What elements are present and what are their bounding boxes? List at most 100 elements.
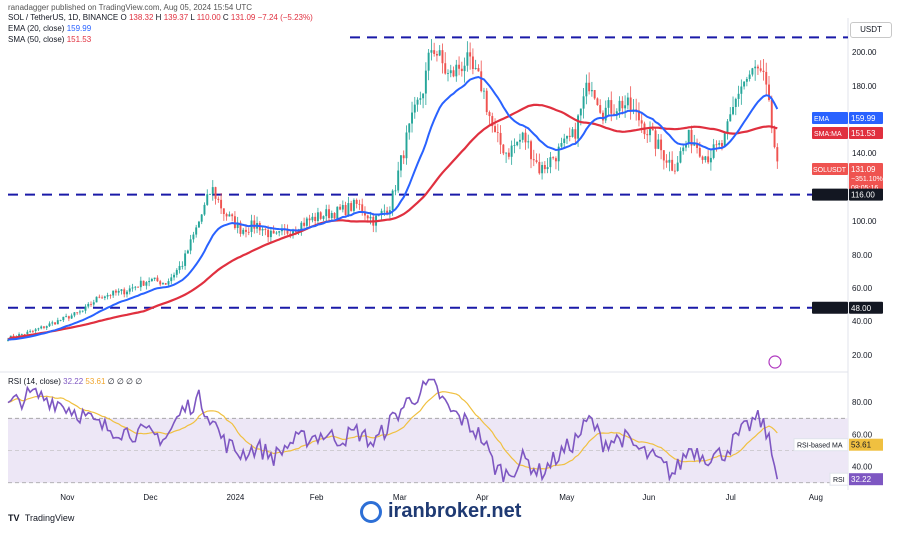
candle-body[interactable] (26, 331, 29, 335)
candle-body[interactable] (723, 133, 726, 147)
candle-body[interactable] (422, 93, 425, 99)
candle-body[interactable] (433, 50, 436, 54)
candle-body[interactable] (770, 100, 773, 129)
candle-body[interactable] (640, 120, 643, 124)
candle-body[interactable] (518, 139, 521, 142)
candle-body[interactable] (245, 229, 247, 232)
candle-body[interactable] (222, 208, 225, 215)
candle-body[interactable] (447, 73, 449, 74)
candle-body[interactable] (419, 98, 422, 100)
candle-body[interactable] (300, 222, 303, 232)
candle-body[interactable] (51, 322, 54, 324)
candle-body[interactable] (339, 206, 342, 210)
candle-body[interactable] (424, 70, 427, 94)
candle-body[interactable] (593, 90, 596, 99)
candle-body[interactable] (162, 283, 164, 285)
candle-body[interactable] (269, 230, 272, 238)
candle-body[interactable] (236, 222, 239, 228)
candle-body[interactable] (253, 220, 256, 229)
candle-body[interactable] (43, 326, 45, 328)
candle-body[interactable] (610, 100, 613, 114)
candle-body[interactable] (397, 170, 400, 191)
candle-body[interactable] (267, 229, 270, 238)
candle-body[interactable] (109, 295, 112, 296)
candle-body[interactable] (729, 114, 732, 122)
candle-body[interactable] (460, 68, 463, 72)
candle-body[interactable] (754, 66, 757, 69)
candle-body[interactable] (524, 132, 527, 143)
candle-body[interactable] (336, 206, 339, 219)
candle-body[interactable] (690, 129, 693, 146)
candle-body[interactable] (732, 107, 734, 115)
candle-body[interactable] (560, 143, 563, 147)
candle-body[interactable] (624, 105, 627, 109)
candle-body[interactable] (530, 141, 532, 160)
candle-body[interactable] (211, 187, 214, 195)
candle-body[interactable] (602, 112, 604, 121)
candle-body[interactable] (416, 99, 419, 105)
candle-body[interactable] (184, 253, 187, 266)
candle-body[interactable] (488, 112, 491, 117)
candle-body[interactable] (159, 281, 162, 285)
candle-body[interactable] (330, 212, 333, 219)
candle-body[interactable] (466, 52, 469, 66)
candle-body[interactable] (734, 98, 737, 108)
candle-body[interactable] (350, 203, 353, 211)
candle-body[interactable] (123, 289, 126, 295)
candle-body[interactable] (59, 320, 62, 321)
candle-body[interactable] (637, 110, 640, 121)
candle-body[interactable] (366, 215, 369, 219)
candle-body[interactable] (137, 286, 140, 288)
candle-body[interactable] (70, 315, 73, 319)
candle-body[interactable] (231, 214, 234, 217)
alert-bolt-icon[interactable] (768, 355, 782, 369)
candle-body[interactable] (369, 216, 372, 219)
candle-body[interactable] (696, 142, 699, 148)
candle-body[interactable] (571, 129, 574, 137)
candle-body[interactable] (292, 231, 294, 236)
candle-body[interactable] (45, 326, 48, 328)
candle-body[interactable] (649, 129, 651, 136)
candle-body[interactable] (765, 71, 768, 85)
candle-body[interactable] (233, 216, 236, 228)
candle-body[interactable] (344, 205, 347, 216)
candle-body[interactable] (311, 216, 314, 221)
candle-body[interactable] (48, 323, 51, 327)
candle-body[interactable] (275, 232, 278, 234)
candle-body[interactable] (92, 302, 95, 305)
candle-body[interactable] (20, 334, 23, 335)
candle-body[interactable] (685, 143, 687, 148)
candle-body[interactable] (707, 156, 710, 163)
candle-body[interactable] (153, 277, 156, 280)
candle-body[interactable] (607, 100, 610, 108)
candle-body[interactable] (220, 199, 223, 209)
candle-body[interactable] (654, 130, 657, 149)
candle-body[interactable] (513, 145, 516, 146)
candle-body[interactable] (682, 147, 685, 152)
candle-body[interactable] (134, 286, 137, 288)
candle-body[interactable] (496, 132, 499, 133)
candle-body[interactable] (117, 290, 120, 293)
candle-body[interactable] (563, 138, 566, 144)
candle-body[interactable] (673, 170, 676, 172)
candle-body[interactable] (23, 334, 26, 335)
candle-body[interactable] (745, 78, 748, 82)
candle-body[interactable] (95, 296, 98, 303)
candle-body[interactable] (62, 316, 65, 321)
candle-body[interactable] (665, 160, 668, 163)
candle-body[interactable] (604, 107, 607, 121)
candle-body[interactable] (629, 97, 632, 112)
candle-body[interactable] (81, 310, 84, 312)
currency-selector[interactable]: USDT (850, 22, 892, 38)
candle-body[interactable] (217, 198, 220, 200)
candle-body[interactable] (156, 277, 159, 282)
candle-body[interactable] (618, 100, 621, 112)
candle-body[interactable] (590, 90, 593, 92)
candle-body[interactable] (715, 144, 718, 146)
candle-body[interactable] (740, 86, 743, 94)
candle-body[interactable] (430, 50, 433, 53)
candle-body[interactable] (582, 96, 585, 109)
candle-body[interactable] (474, 67, 477, 69)
candle-body[interactable] (181, 265, 184, 267)
candle-body[interactable] (521, 132, 524, 140)
